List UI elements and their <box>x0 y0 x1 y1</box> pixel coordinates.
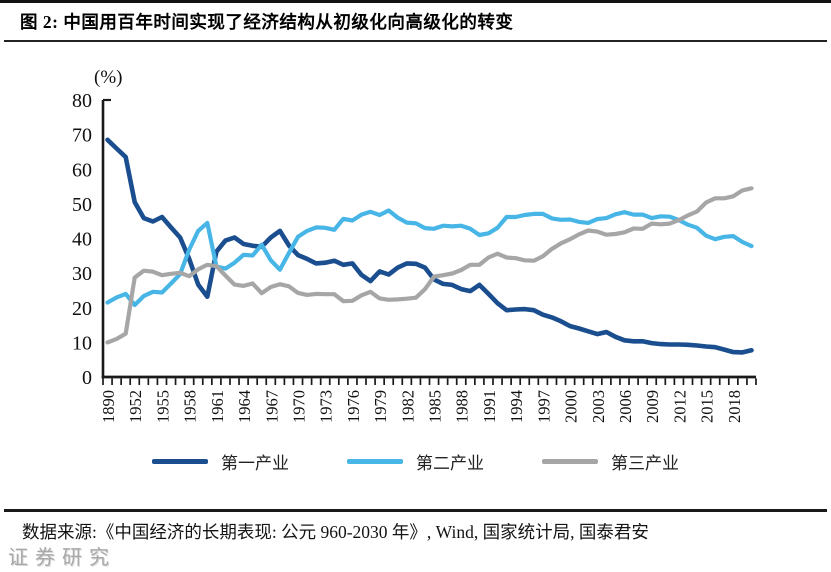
legend-swatch-secondary-industry <box>347 459 403 464</box>
line-chart: (%) 0 10 20 30 40 50 60 70 80 1890 1952 1955 1958 1961… <box>72 67 757 423</box>
x-tick-label: 2012 <box>670 390 689 423</box>
x-tick-label: 1997 <box>534 390 553 423</box>
legend-item-tertiary-industry: 第三产业 <box>542 449 679 474</box>
y-tick-label: 0 <box>82 367 92 389</box>
x-tick-label: 1967 <box>262 390 281 423</box>
legend-swatch-primary-industry <box>152 459 208 464</box>
x-tick-label: 1979 <box>371 390 390 423</box>
legend-label-secondary-industry: 第二产业 <box>416 454 484 473</box>
x-tick-label: 1890 <box>99 390 118 423</box>
top-border-rule <box>0 0 831 3</box>
y-tick-label: 80 <box>72 90 92 112</box>
legend-item-primary-industry: 第一产业 <box>152 449 289 474</box>
y-tick-label: 30 <box>72 263 92 285</box>
series-line-primary-industry <box>105 137 754 355</box>
x-tick-label: 1970 <box>289 390 308 423</box>
series-line-secondary-industry <box>105 208 754 308</box>
chart-legend: 第一产业 第二产业 第三产业 <box>30 449 801 474</box>
x-tick-label: 2003 <box>589 390 608 423</box>
x-tick-label: 2009 <box>643 390 662 423</box>
y-tick-label: 20 <box>72 298 92 320</box>
legend-label-primary-industry: 第一产业 <box>221 454 289 473</box>
x-tick-label: 1985 <box>426 390 445 423</box>
x-tick-label: 1991 <box>480 390 499 423</box>
series-line-tertiary-industry <box>105 186 754 345</box>
figure-title: 图 2: 中国用百年时间实现了经济结构从初级化向高级化的转变 <box>20 12 514 32</box>
legend-item-secondary-industry: 第二产业 <box>347 449 484 474</box>
y-tick-label: 40 <box>72 229 92 251</box>
y-axis-unit-label: (%) <box>94 67 122 88</box>
y-tick-label: 10 <box>72 332 92 354</box>
x-tick-label: 2018 <box>725 390 744 423</box>
x-tick-label: 1976 <box>344 390 363 423</box>
x-tick-label: 1988 <box>453 390 472 423</box>
watermark-text: 证券研究 <box>8 547 116 569</box>
x-tick-label: 1955 <box>153 390 172 423</box>
x-tick-label: 1958 <box>181 390 200 423</box>
x-tick-label: 1964 <box>235 390 254 423</box>
x-tick-label: 1982 <box>398 390 417 423</box>
legend-swatch-tertiary-industry <box>542 459 598 464</box>
y-tick-label: 50 <box>72 194 92 216</box>
x-tick-label: 1994 <box>507 390 526 423</box>
data-source-note: 数据来源:《中国经济的长期表现: 公元 960-2030 年》, Wind, 国… <box>22 522 649 542</box>
legend-label-tertiary-industry: 第三产业 <box>611 454 679 473</box>
y-tick-label: 70 <box>72 125 92 147</box>
x-tick-label: 1973 <box>317 390 336 423</box>
x-tick-label: 2015 <box>698 390 717 423</box>
title-divider-rule <box>4 40 827 42</box>
x-tick-label: 2000 <box>562 390 581 423</box>
x-tick-label: 1952 <box>126 390 145 423</box>
footer-divider-rule <box>4 509 827 512</box>
x-tick-label: 2006 <box>616 390 635 423</box>
x-tick-label: 1961 <box>208 390 227 423</box>
y-tick-label: 60 <box>72 159 92 181</box>
